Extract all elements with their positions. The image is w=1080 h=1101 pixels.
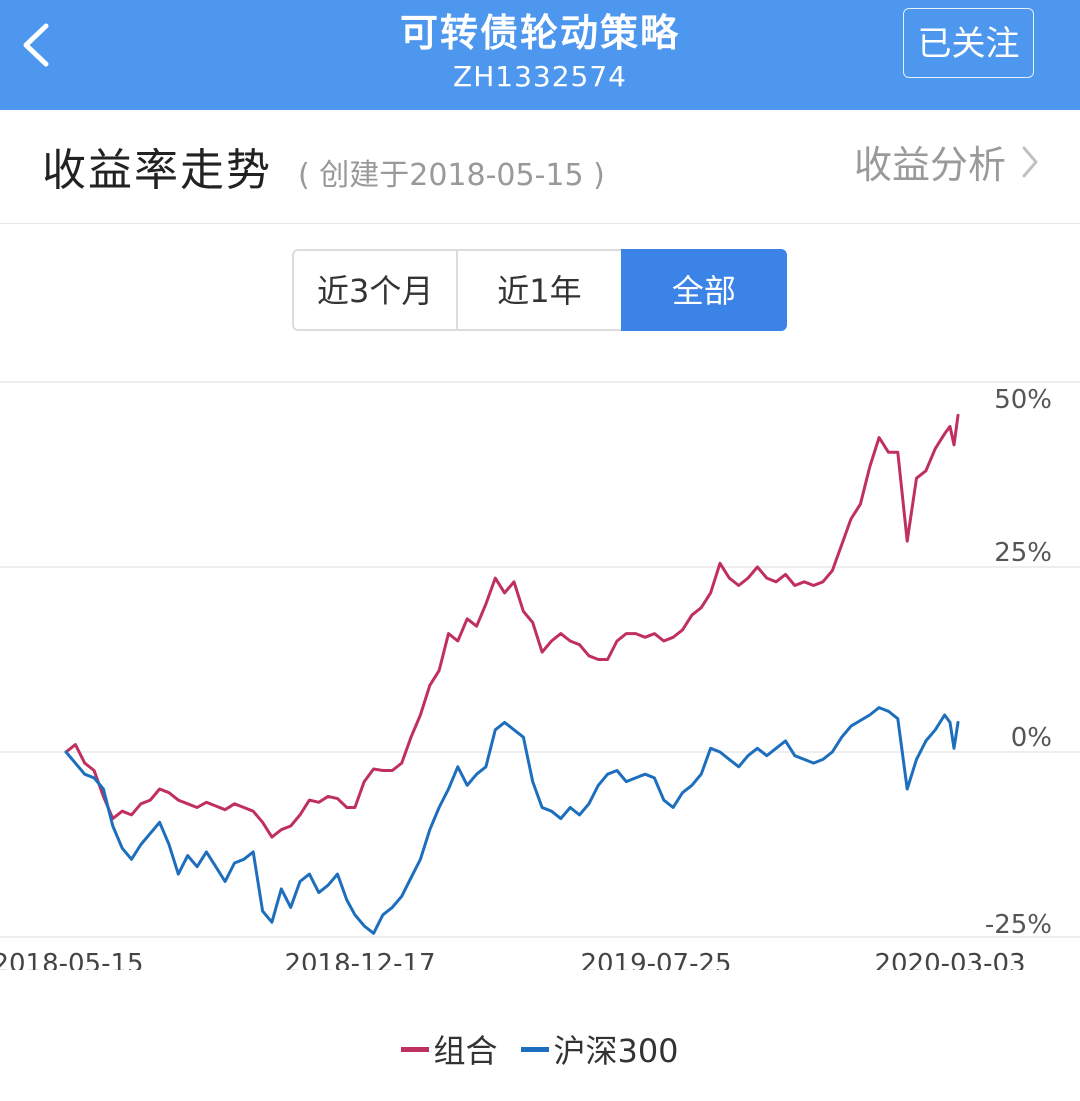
return-analysis-link[interactable]: 收益分析 <box>854 134 1040 189</box>
x-tick-label: 2019-07-25 <box>580 949 731 970</box>
legend-label-portfolio: 组合 <box>433 1032 498 1070</box>
return-chart: 50% 25% 0% -25% 2018-05-15 2018-12-17 2019-07-… <box>0 381 1080 970</box>
legend-swatch-index <box>521 1046 550 1052</box>
y-tick-label: 50% <box>994 385 1052 415</box>
y-tick-label: 0% <box>1011 723 1052 753</box>
y-tick-label: 25% <box>994 538 1052 568</box>
chart-legend: 组合 沪深300 <box>0 1026 1080 1072</box>
index-line <box>64 706 960 935</box>
created-date: ( 创建于2018-05-15 ) <box>298 158 605 193</box>
return-analysis-label: 收益分析 <box>853 143 1006 187</box>
y-tick-label: -25% <box>985 910 1052 940</box>
back-icon[interactable] <box>18 20 58 70</box>
x-tick-label: 2018-12-17 <box>284 949 435 970</box>
section-header: 收益率走势 ( 创建于2018-05-15 ) 收益分析 <box>0 110 1080 224</box>
follow-button[interactable]: 已关注 <box>903 8 1034 78</box>
tab-all[interactable]: 全部 <box>620 249 787 331</box>
legend-item-index: 沪深300 <box>521 1026 679 1072</box>
page-title: 可转债轮动策略 <box>399 11 680 55</box>
x-tick-label: 2020-03-03 <box>874 949 1025 970</box>
x-tick-label: 2018-05-15 <box>0 949 144 970</box>
time-range-tabs: 近3个月 近1年 全部 <box>292 249 787 331</box>
legend-label-index: 沪深300 <box>553 1032 679 1070</box>
section-title: 收益率走势 <box>42 145 272 196</box>
portfolio-line <box>64 413 960 839</box>
legend-swatch-portfolio <box>401 1046 430 1052</box>
tab-1-year[interactable]: 近1年 <box>456 249 623 331</box>
tab-3-months[interactable]: 近3个月 <box>292 249 459 331</box>
chevron-right-icon <box>1022 146 1038 177</box>
legend-item-portfolio: 组合 <box>401 1026 497 1072</box>
portfolio-code: ZH1332574 <box>453 60 627 93</box>
top-navigation-bar: 可转债轮动策略 ZH1332574 已关注 <box>0 0 1080 110</box>
